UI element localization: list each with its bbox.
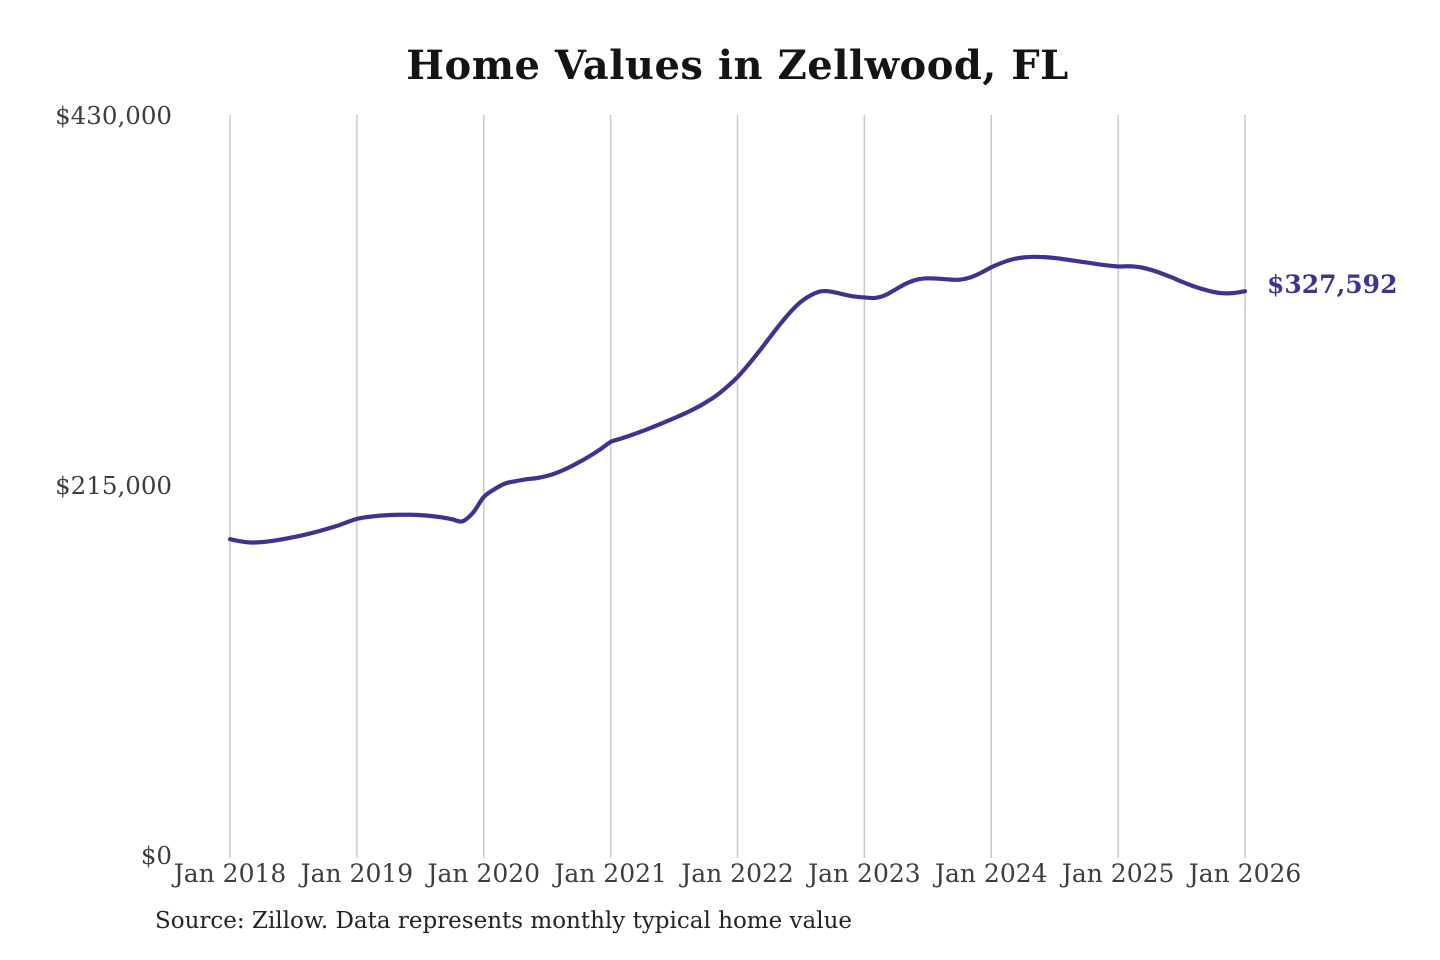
x-tick-label: Jan 2019 [298,859,414,888]
x-tick-label: Jan 2026 [1186,859,1302,888]
x-tick-label: Jan 2021 [551,859,667,888]
y-axis-labels: $0 $215,000 $430,000 [55,101,172,870]
x-tick-label: Jan 2024 [932,859,1048,888]
gridlines [229,115,1246,858]
x-tick-label: Jan 2025 [1059,859,1175,888]
latest-value-label: $327,592 [1267,270,1397,299]
chart-title: Home Values in Zellwood, FL [406,42,1069,89]
x-tick-label: Jan 2022 [678,859,794,888]
y-tick-label: $430,000 [55,101,172,130]
x-tick-label: Jan 2023 [805,859,921,888]
source-note: Source: Zillow. Data represents monthly … [155,908,853,934]
y-tick-label: $0 [141,841,172,870]
x-tick-label: Jan 2018 [171,859,287,888]
x-tick-label: Jan 2020 [424,859,540,888]
home-value-line [227,254,1248,545]
y-tick-label: $215,000 [55,471,172,500]
x-axis-labels: Jan 2018 Jan 2019 Jan 2020 Jan 2021 Jan 2022… [171,859,1302,888]
